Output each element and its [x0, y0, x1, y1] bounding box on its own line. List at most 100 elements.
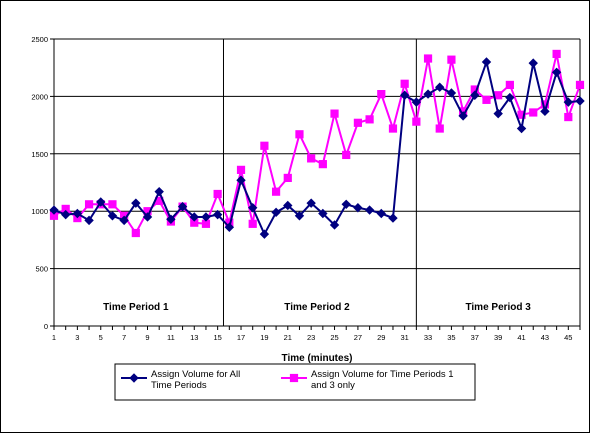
x-tick-label-43: 43 — [541, 333, 549, 342]
data-point-19 — [259, 229, 270, 239]
x-tick-labels: 1 3 5 7 9 11 13 15 17 19 21 23 25 27 29 31 33 35 37 39 41 43 4… — [52, 333, 573, 342]
data-point-22 — [294, 211, 305, 221]
data-point-21 — [283, 200, 293, 211]
y-tick-label-0: 0 — [44, 322, 48, 331]
data-point-18 — [248, 219, 257, 228]
series-group — [49, 49, 585, 239]
data-point-6 — [108, 200, 117, 209]
data-point-6 — [107, 211, 118, 221]
data-point-3 — [72, 208, 83, 219]
data-point-16 — [224, 222, 235, 232]
data-point-30 — [388, 213, 398, 223]
data-point-28 — [364, 205, 375, 215]
data-point-11 — [166, 214, 176, 224]
data-point-4 — [84, 215, 94, 226]
data-point-45 — [564, 112, 573, 122]
data-point-42 — [528, 58, 538, 68]
data-point-32 — [411, 97, 422, 107]
data-point-30 — [388, 124, 398, 133]
period-label-2: Time Period 2 — [284, 302, 350, 313]
data-point-43 — [540, 106, 550, 117]
data-point-24 — [318, 160, 327, 169]
data-point-45 — [563, 97, 574, 107]
period-label-1: Time Period 1 — [103, 302, 169, 313]
x-tick-label-29: 29 — [377, 333, 385, 342]
legend-marker — [289, 373, 299, 383]
legend-entry-periods-1-3: Assign Volume for Time Periods 1 and 3 on… — [281, 369, 454, 391]
period-labels: Time Period 1 Time Period 2 Time Period 3 — [103, 302, 531, 313]
data-point-34 — [435, 82, 445, 92]
data-point-4 — [84, 200, 94, 209]
data-point-44 — [552, 49, 561, 59]
period-dividers — [222, 39, 417, 326]
x-tick-label-41: 41 — [517, 333, 525, 342]
x-tick-label-31: 31 — [400, 333, 408, 342]
data-point-18 — [248, 203, 258, 213]
y-tick-label-1000: 1000 — [31, 207, 48, 216]
data-point-38 — [482, 95, 491, 104]
data-point-2 — [60, 209, 71, 220]
data-point-5 — [96, 197, 106, 207]
legend-marker — [129, 373, 139, 383]
data-point-39 — [494, 91, 503, 100]
data-point-32 — [412, 117, 421, 126]
data-point-34 — [435, 124, 444, 133]
data-point-44 — [551, 67, 562, 77]
data-point-17 — [236, 165, 246, 174]
data-point-19 — [260, 141, 269, 150]
x-tick-label-25: 25 — [330, 333, 338, 342]
x-axis-title: Time (minutes) — [282, 353, 353, 364]
data-point-9 — [142, 212, 153, 222]
axes — [50, 38, 581, 330]
data-point-35 — [447, 55, 456, 64]
data-point-33 — [423, 89, 433, 99]
x-tick-label-33: 33 — [424, 333, 432, 342]
x-tick-label-3: 3 — [75, 333, 79, 342]
x-tick-label-11: 11 — [167, 333, 175, 342]
legend: Assign Volume for All Time Periods Assign… — [114, 363, 476, 401]
data-point-29 — [376, 208, 386, 219]
x-tick-label-45: 45 — [564, 333, 572, 342]
legend-entry-all-periods: Assign Volume for All Time Periods — [121, 369, 240, 391]
data-point-46 — [575, 96, 585, 106]
data-point-41 — [516, 123, 527, 134]
data-point-22 — [295, 130, 304, 139]
data-point-15 — [213, 189, 222, 199]
data-point-36 — [458, 111, 468, 121]
data-point-42 — [529, 108, 538, 117]
data-point-8 — [131, 198, 141, 208]
data-point-33 — [423, 54, 433, 63]
data-point-20 — [271, 207, 281, 218]
x-tick-label-37: 37 — [471, 333, 479, 342]
series-line — [53, 58, 581, 237]
y-tick-label-2500: 2500 — [31, 35, 48, 44]
legend-label: Assign Volume for Time Periods 1 and 3 on… — [311, 369, 454, 391]
data-point-39 — [493, 108, 503, 119]
data-point-20 — [271, 187, 281, 196]
x-tick-label-13: 13 — [190, 333, 198, 342]
x-tick-label-19: 19 — [260, 333, 268, 342]
data-point-26 — [341, 199, 351, 210]
data-point-14 — [201, 212, 211, 222]
data-point-13 — [189, 212, 199, 222]
data-point-28 — [365, 115, 374, 124]
data-point-29 — [377, 90, 386, 99]
data-point-15 — [212, 209, 223, 220]
x-tick-label-23: 23 — [307, 333, 315, 342]
y-tick-label-2000: 2000 — [31, 92, 48, 101]
x-tick-label-15: 15 — [213, 333, 221, 342]
data-point-17 — [236, 175, 246, 185]
data-point-10 — [154, 186, 164, 197]
data-point-23 — [306, 198, 316, 208]
x-tick-label-17: 17 — [237, 333, 245, 342]
series-line — [53, 53, 581, 235]
data-point-46 — [575, 80, 585, 90]
data-point-25 — [330, 109, 339, 118]
data-point-1 — [49, 205, 59, 215]
data-point-21 — [283, 173, 292, 183]
y-tick-labels: 0 500 1000 1500 2000 2500 — [31, 35, 48, 331]
data-point-40 — [505, 92, 515, 103]
series-all-periods — [49, 57, 585, 239]
